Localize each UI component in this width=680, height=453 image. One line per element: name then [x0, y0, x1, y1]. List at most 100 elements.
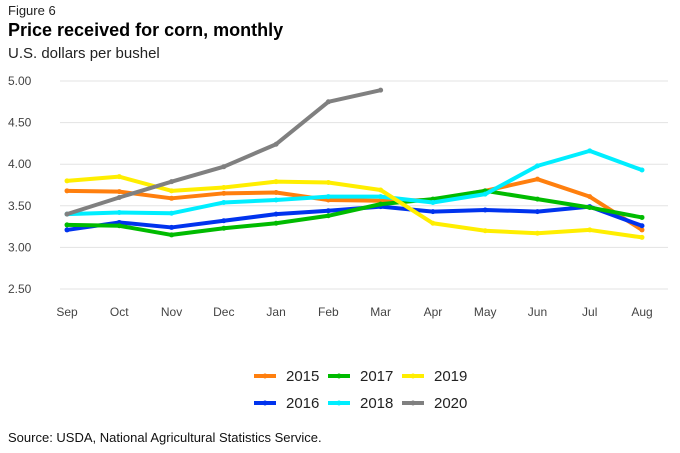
x-tick-label: Feb [318, 305, 339, 319]
figure-label: Figure 6 [8, 3, 56, 18]
x-tick-label: Mar [370, 305, 391, 319]
data-point-2019 [273, 179, 279, 185]
data-point-2018 [430, 199, 436, 205]
data-point-2017 [534, 196, 540, 202]
data-point-2018 [273, 197, 279, 203]
legend-label: 2016 [286, 395, 319, 412]
data-point-2017 [639, 214, 645, 220]
data-point-2019 [169, 188, 175, 194]
data-point-2016 [639, 223, 645, 229]
legend-item-2017: 2017 [328, 368, 393, 385]
data-point-2016 [273, 211, 279, 217]
y-tick-label: 2.50 [8, 282, 32, 296]
data-point-2015 [116, 189, 122, 195]
data-point-2015 [639, 227, 645, 233]
data-point-2017 [64, 222, 70, 228]
data-point-2015 [534, 176, 540, 182]
x-tick-label: Jul [582, 305, 597, 319]
data-point-2016 [169, 224, 175, 230]
data-point-2017 [378, 201, 384, 207]
y-tick-label: 5.00 [8, 74, 32, 88]
chart-subtitle: U.S. dollars per bushel [8, 45, 160, 62]
x-tick-label: Oct [110, 305, 129, 319]
x-tick-label: Dec [213, 305, 234, 319]
data-point-2015 [221, 190, 227, 196]
data-point-2016 [534, 209, 540, 215]
data-point-2017 [587, 204, 593, 210]
data-point-2018 [534, 163, 540, 169]
source-note: Source: USDA, National Agricultural Stat… [8, 430, 322, 445]
data-point-2016 [64, 227, 70, 233]
series-line-2019 [65, 174, 644, 240]
data-point-2017 [169, 232, 175, 238]
data-point-2018 [482, 191, 488, 197]
legend-marker [336, 373, 342, 379]
data-point-2015 [587, 194, 593, 200]
data-point-2015 [64, 188, 70, 194]
data-point-2015 [169, 195, 175, 201]
data-point-2019 [430, 220, 436, 226]
data-point-2019 [221, 184, 227, 190]
legend-label: 2017 [360, 368, 393, 385]
y-tick-label: 3.00 [8, 240, 32, 254]
x-tick-label: May [474, 305, 497, 319]
legend-item-2020: 2020 [402, 395, 467, 412]
series-2020 [64, 87, 384, 217]
legend-marker [410, 373, 416, 379]
legend: 2015 2017 2019 2016 2018 2020 [254, 368, 467, 412]
series-2018 [64, 148, 645, 217]
data-point-2020 [273, 141, 279, 147]
data-point-2018 [169, 210, 175, 216]
data-point-2017 [116, 223, 122, 229]
data-point-2018 [221, 199, 227, 205]
data-point-2019 [116, 174, 122, 180]
series-line-2017 [65, 188, 644, 237]
data-point-2019 [378, 187, 384, 193]
data-point-2015 [273, 189, 279, 195]
data-point-2020 [116, 194, 122, 200]
legend-marker [262, 400, 268, 406]
y-tick-label: 3.50 [8, 199, 32, 213]
legend-label: 2019 [434, 368, 467, 385]
data-point-2017 [221, 225, 227, 231]
y-axis-ticks: 2.50 3.00 3.50 4.00 4.50 5.00 [8, 74, 32, 296]
data-point-2016 [325, 208, 331, 214]
x-tick-label: Jan [266, 305, 285, 319]
data-point-2016 [482, 207, 488, 213]
data-point-2019 [587, 227, 593, 233]
data-point-2020 [325, 99, 331, 105]
series-line-2018 [65, 148, 644, 217]
data-point-2018 [639, 167, 645, 173]
legend-label: 2020 [434, 395, 467, 412]
series-lines [64, 87, 645, 240]
data-point-2019 [534, 230, 540, 236]
x-tick-label: Jun [528, 305, 547, 319]
data-point-2016 [430, 209, 436, 215]
x-tick-label: Aug [631, 305, 652, 319]
legend-item-2018: 2018 [328, 395, 393, 412]
y-tick-label: 4.00 [8, 157, 32, 171]
data-point-2017 [273, 220, 279, 226]
series-2019 [64, 174, 645, 240]
legend-marker [410, 400, 416, 406]
legend-marker [262, 373, 268, 379]
y-tick-label: 4.50 [8, 116, 32, 130]
legend-label: 2018 [360, 395, 393, 412]
data-point-2018 [325, 194, 331, 200]
series-2017 [64, 188, 645, 238]
legend-item-2016: 2016 [254, 395, 319, 412]
data-point-2016 [221, 218, 227, 224]
legend-label: 2015 [286, 368, 319, 385]
legend-marker [336, 400, 342, 406]
series-line-2015 [65, 177, 644, 232]
data-point-2019 [64, 178, 70, 184]
data-point-2019 [639, 234, 645, 240]
data-point-2020 [169, 179, 175, 185]
data-point-2018 [587, 148, 593, 154]
data-point-2020 [64, 211, 70, 217]
data-point-2018 [378, 194, 384, 200]
data-point-2017 [325, 213, 331, 219]
data-point-2019 [325, 180, 331, 186]
x-axis-ticks: Sep Oct Nov Dec Jan Feb Mar Apr May Jun Jul Aug [56, 305, 652, 319]
